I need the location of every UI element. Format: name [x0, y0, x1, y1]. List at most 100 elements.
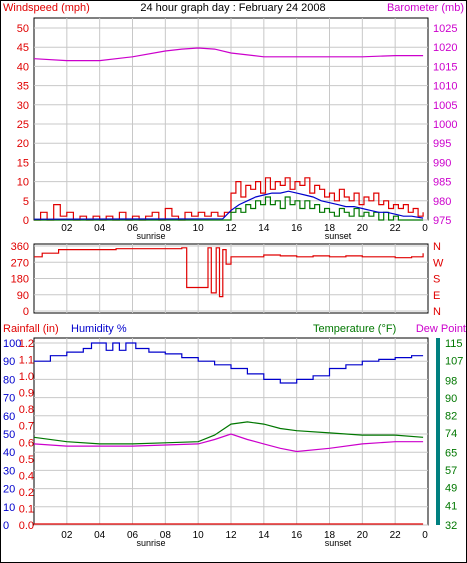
wind-tick-label: 45 — [17, 42, 29, 54]
rainfall-tick-label: 0.7 — [19, 421, 34, 433]
temperature-tick-label: 74 — [445, 428, 457, 440]
series-temperature — [33, 421, 424, 445]
x-tick-label: 16 — [291, 530, 303, 541]
rainfall-tick-label: 0.6 — [19, 437, 34, 449]
rainfall-tick-label: 0.0 — [19, 520, 34, 532]
wind-tick-label: 30 — [17, 100, 29, 112]
x-tick-label: 14 — [258, 223, 270, 234]
x-tick-label: 20 — [357, 223, 369, 234]
x-tick-label: 16 — [291, 223, 303, 234]
series-humidity — [34, 342, 424, 384]
temperature-tick-label: 115 — [445, 338, 463, 350]
x-tick-label: 14 — [258, 530, 270, 541]
temperature-axis-title: Temperature (°F) — [313, 323, 396, 335]
rainfall-tick-label: 0.5 — [19, 454, 34, 466]
compass-tick-label: S — [433, 274, 440, 286]
series-gust — [34, 177, 424, 221]
rainfall-tick-label: 0.2 — [19, 487, 34, 499]
barometer-tick-label: 980 — [433, 196, 451, 208]
humidity-tick-label: 100 — [3, 338, 21, 350]
x-tick-label: 22 — [390, 530, 402, 541]
wind-tick-label: 25 — [17, 119, 29, 131]
x-tick-label: 10 — [193, 223, 205, 234]
series-dewpoint — [33, 433, 424, 453]
compass-tick-label: W — [433, 257, 444, 269]
x-tick-label: 0 — [422, 530, 428, 541]
barometer-tick-label: 975 — [433, 215, 451, 227]
wind-tick-label: 35 — [17, 81, 29, 93]
sunset-label-3: sunset — [325, 538, 352, 548]
barometer-tick-label: 1000 — [433, 119, 457, 131]
barometer-tick-label: 1010 — [433, 81, 457, 93]
wind-tick-label: 0 — [23, 215, 29, 227]
graph-title: 24 hour graph day : February 24 2008 — [140, 2, 325, 14]
wind-tick-label: 20 — [17, 138, 29, 150]
x-tick-label: 08 — [160, 223, 172, 234]
temperature-tick-label: 82 — [445, 410, 457, 422]
sunrise-label-1: sunrise — [136, 231, 165, 241]
humidity-tick-label: 40 — [3, 447, 15, 459]
wind-tick-label: 10 — [17, 177, 29, 189]
sunset-label-1: sunset — [325, 231, 352, 241]
sunrise-label-3: sunrise — [136, 538, 165, 548]
temperature-tick-label: 49 — [445, 483, 457, 495]
dewpoint-axis-title: Dew Point — [416, 323, 466, 335]
x-tick-label: 22 — [390, 223, 402, 234]
temperature-tick-label: 90 — [445, 393, 457, 405]
rainfall-tick-label: 0.4 — [19, 470, 34, 482]
rainfall-tick-label: 1.1 — [19, 355, 34, 367]
series-avg — [33, 190, 424, 220]
temperature-tick-label: 98 — [445, 375, 457, 387]
barometer-tick-label: 990 — [433, 157, 451, 169]
temperature-tick-label: 32 — [445, 520, 457, 532]
compass-tick-label: N — [433, 241, 441, 253]
x-tick-label: 10 — [193, 530, 205, 541]
temperature-tick-label: 57 — [445, 465, 457, 477]
series-wind — [34, 196, 424, 221]
rainfall-tick-label: 0.1 — [19, 503, 34, 515]
direction-tick-label: 0 — [23, 306, 29, 318]
x-tick-label: 0 — [422, 223, 428, 234]
humidity-tick-label: 60 — [3, 411, 15, 423]
series-direction — [34, 247, 424, 298]
direction-tick-label: 360 — [11, 241, 29, 253]
humidity-tick-label: 80 — [3, 374, 15, 386]
humidity-tick-label: 0 — [3, 520, 9, 532]
x-tick-label: 18 — [324, 223, 336, 234]
rainfall-tick-label: 0.9 — [19, 388, 34, 400]
direction-tick-label: 270 — [11, 257, 29, 269]
temperature-tick-label: 107 — [445, 356, 463, 368]
barometer-tick-label: 1025 — [433, 23, 457, 35]
humidity-tick-label: 30 — [3, 465, 15, 477]
x-tick-label: 04 — [94, 530, 106, 541]
wind-tick-label: 50 — [17, 23, 29, 35]
wind-tick-label: 5 — [23, 196, 29, 208]
x-tick-label: 18 — [324, 530, 336, 541]
compass-tick-label: N — [433, 306, 441, 318]
temperature-tick-label: 65 — [445, 448, 457, 460]
x-tick-label: 06 — [127, 530, 139, 541]
compass-tick-label: E — [433, 290, 440, 302]
wind-tick-label: 40 — [17, 61, 29, 73]
barometer-tick-label: 985 — [433, 177, 451, 189]
x-tick-label: 06 — [127, 223, 139, 234]
rainfall-tick-label: 0.8 — [19, 404, 34, 416]
humidity-tick-label: 10 — [3, 502, 15, 514]
humidity-tick-label: 50 — [3, 429, 15, 441]
humidity-tick-label: 90 — [3, 356, 15, 368]
direction-tick-label: 180 — [11, 274, 29, 286]
barometer-tick-label: 1020 — [433, 42, 457, 54]
rainfall-tick-label: 1.2 — [19, 338, 34, 350]
rainfall-tick-label: 1.0 — [19, 371, 34, 383]
temperature-tick-label: 41 — [445, 500, 457, 512]
humidity-axis-title: Humidity % — [71, 323, 127, 335]
barometer-axis-title: Barometer (mb) — [387, 2, 464, 14]
x-tick-label: 12 — [225, 530, 237, 541]
series-barometer — [33, 47, 424, 62]
x-tick-label: 02 — [61, 530, 73, 541]
wind-tick-label: 15 — [17, 157, 29, 169]
x-tick-label: 20 — [357, 530, 369, 541]
x-tick-label: 12 — [225, 223, 237, 234]
direction-tick-label: 90 — [17, 290, 29, 302]
